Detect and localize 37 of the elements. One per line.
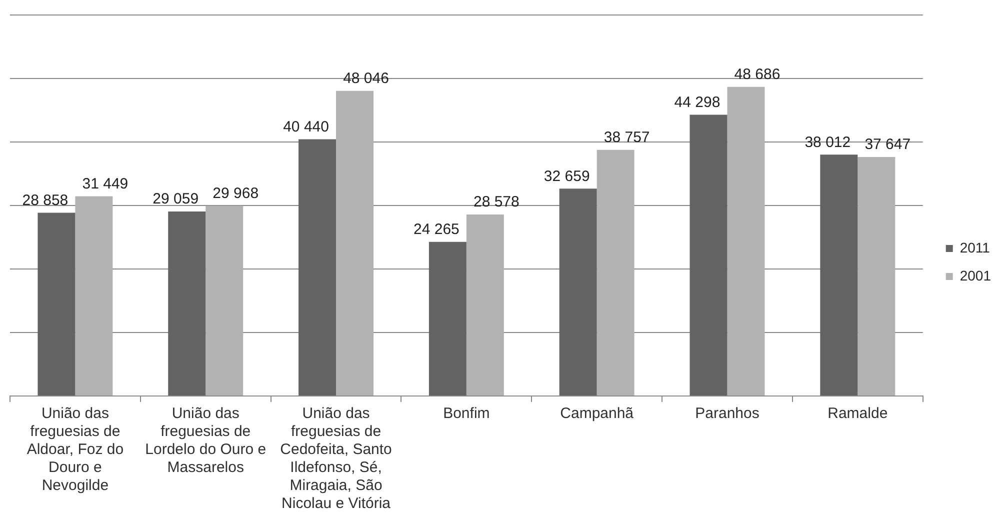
bar — [559, 188, 597, 396]
data-label: 32 659 — [544, 168, 590, 185]
data-label: 31 449 — [82, 175, 128, 192]
data-label: 29 968 — [212, 184, 259, 202]
data-label: 29 059 — [152, 190, 199, 208]
x-tick-label: Bonfim — [443, 405, 490, 422]
data-label: 28 858 — [22, 192, 68, 209]
x-tick-label: União das freguesias de Cedofeita, Santo Ildefonso, Sé, Miragaia, São Nicolau e Vitória — [280, 405, 392, 512]
data-label: 48 686 — [734, 66, 780, 83]
data-label: 24 265 — [413, 221, 460, 238]
data-label: 28 578 — [473, 194, 520, 211]
data-label: 44 298 — [674, 94, 720, 111]
data-label: 48 046 — [343, 70, 389, 88]
bar — [466, 214, 504, 396]
bar — [596, 150, 634, 396]
x-tick-label: União das freguesias de Aldoar, Foz do Douro e Nevogilde — [26, 405, 124, 494]
bar — [168, 211, 206, 396]
data-label: 40 440 — [283, 118, 329, 136]
data-label: 37 647 — [864, 136, 911, 154]
bar — [38, 212, 76, 396]
bar — [690, 114, 728, 396]
bar — [298, 139, 336, 396]
x-tick-label: Ramalde — [828, 405, 888, 422]
x-tick-label: União das freguesias de Lordelo do Ouro e Massarelos — [145, 405, 266, 476]
bar — [75, 196, 113, 396]
bar — [428, 242, 466, 396]
bar — [727, 86, 765, 396]
x-tick-label: Paranhos — [695, 405, 760, 422]
bar — [858, 156, 896, 396]
bar — [820, 154, 858, 396]
data-label: 38 757 — [604, 129, 650, 146]
legend-label: 2011 — [960, 239, 990, 256]
bar — [206, 206, 244, 396]
x-tick-label: Campanhã — [560, 405, 634, 422]
data-label: 38 012 — [804, 134, 851, 151]
bar — [336, 90, 374, 396]
legend-label: 2001 — [960, 267, 992, 284]
